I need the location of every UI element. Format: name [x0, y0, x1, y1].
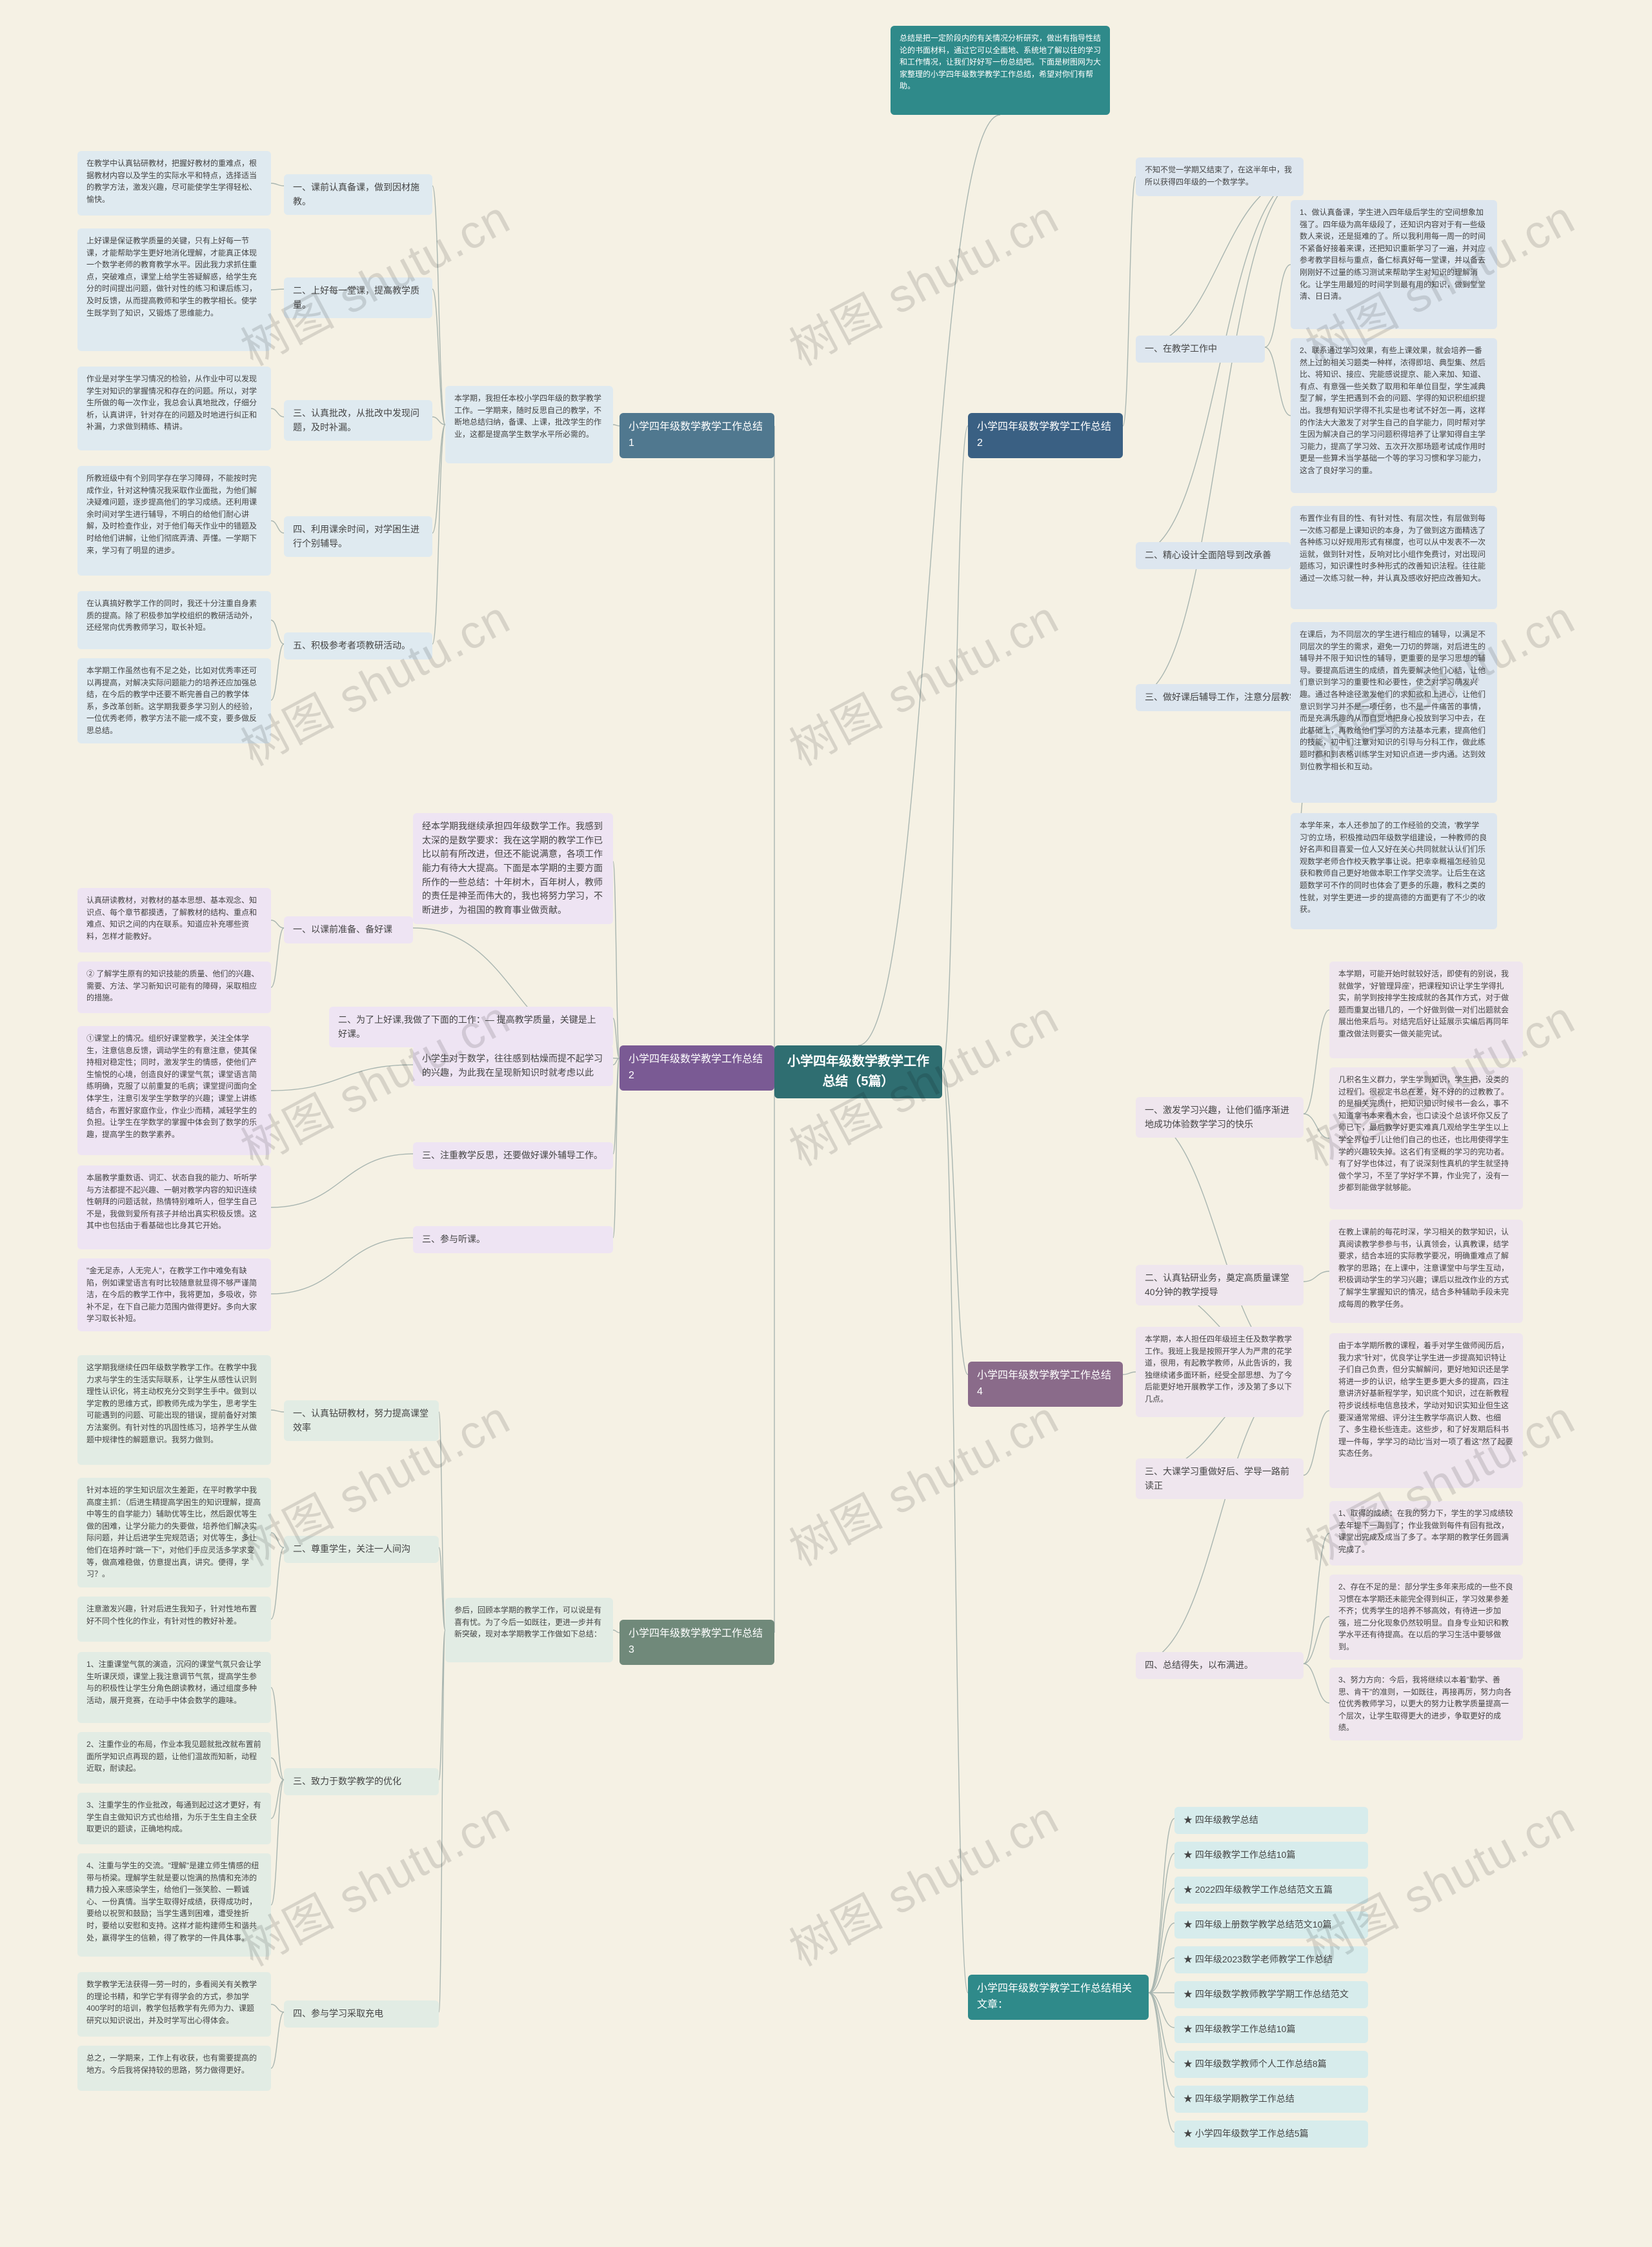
node-b4c3l1: 在课后，为不同层次的学生进行相应的辅导，以满足不同层次的学生的需求，避免一刀切的…	[1291, 622, 1497, 803]
node-b6-li4: ★ 四年级2023数学老师教学工作总结	[1174, 1946, 1368, 1973]
node-b2c0: 经本学期我继续承担四年级数学工作。我感到太深的是数学要求：我在这学期的教学工作已…	[413, 813, 613, 924]
node-b5c3l: 由于本学期所教的课程，着手对学生做师阅历后，我力求"针对"，优良学让学生进一步提…	[1329, 1333, 1523, 1488]
node-b5c3: 三、大课学习重做好后、学导一路前读正	[1136, 1458, 1304, 1499]
node-b2c3l: ①课堂上的情况。组织好课堂教学，关注全体学生，注意信息反馈，调动学生的有意注意，…	[77, 1026, 271, 1155]
watermark: 树图 shutu.cn	[776, 580, 1069, 779]
node-b4c3: 三、做好课后辅导工作，注意分层教学。	[1136, 684, 1316, 711]
node-b1c5l2: 本学期工作虽然也有不足之处，比如对优秀率还可以再提高，对解决实际问题能力的培养还…	[77, 658, 271, 743]
node-b3c3l3: 3、注重学生的作业批改，每通到起过这才更好，有学生自主做知识方式也给措，为乐于生…	[77, 1793, 271, 1844]
node-b5c4: 四、总结得失，以布满进。	[1136, 1652, 1304, 1679]
node-b6-li1: ★ 四年级教学工作总结10篇	[1174, 1842, 1368, 1869]
node-b5c4l1: 1、取得的成绩：在我的努力下，学生的学习成绩较去年提下一周到了；作业我做到每件有…	[1329, 1501, 1523, 1566]
node-b1c5: 五、积极参考者项教研活动。	[284, 632, 432, 660]
node-b4c2: 二、精心设计全面陪导到改承善	[1136, 542, 1291, 569]
node-b4c1l1: 1、做认真备课，学生进入四年级后学生的'空间想象加强了。四年级为高年级段了，还知…	[1291, 200, 1497, 329]
watermark: 树图 shutu.cn	[227, 1780, 520, 1979]
node-b5c4l3: 3、努力方向：今后，我将继续以本着"勤学、善思、肯干"的准则，一如既往，再接再厉…	[1329, 1668, 1523, 1740]
node-b3c2: 二、尊重学生，关注一人间沟	[284, 1536, 439, 1563]
node-b3c2l2: 注意激发兴趣，针对后进生我知子，针对性地布置好不同个性化的作业，有针对性的教好补…	[77, 1597, 271, 1642]
watermark: 树图 shutu.cn	[776, 1380, 1069, 1579]
node-b6-li3: ★ 四年级上册数学教学总结范文10篇	[1174, 1911, 1368, 1939]
node-b3c3l2: 2、注重作业的布局，作业本我见题就批改就布置前面所学知识点再现的题，让他们温故而…	[77, 1732, 271, 1784]
node-b2c1l2: ② 了解学生原有的知识技能的质量、他们的兴趣、需要、方法、学习新知识可能有的障碍…	[77, 962, 271, 1013]
node-b6: 小学四年级数学教学工作总结相关文章：	[968, 1975, 1149, 2020]
node-b6-li6: ★ 四年级教学工作总结10篇	[1174, 2016, 1368, 2043]
watermark: 树图 shutu.cn	[227, 580, 520, 779]
node-b2c1: 一、以课前准备、备好课	[284, 916, 413, 943]
node-b5c4l2: 2、存在不足的是：部分学生多年来形成的一些不良习惯在本学期还未能完全得到纠正，学…	[1329, 1575, 1523, 1660]
node-b4c2l: 布置作业有目的性、有针对性、有层次性，有层做到每一次练习都是上课知识的本身，为了…	[1291, 506, 1497, 609]
node-b2c3: 小学生对于数学，往往感到枯燥而提不起学习的兴趣，为此我在呈现新知识时就考虑以此	[413, 1045, 613, 1086]
node-b3: 小学四年级数学教学工作总结3	[620, 1620, 774, 1665]
node-b1c3l: 作业是对学生学习情况的检验，从作业中可以发现学生对知识的掌握情况和存在的问题。所…	[77, 367, 271, 450]
node-b2c5l: "金无足赤，人无完人"，在教学工作中难免有缺陷，例如课堂语言有时比较随意就显得不…	[77, 1258, 271, 1331]
node-b3c4: 四、参与学习采取充电	[284, 2000, 439, 2028]
node-b5c2: 二、认真钻研业务，奠定高质量课堂40分钟的教学授导	[1136, 1265, 1304, 1305]
node-b4s: 不知不觉一学期又结束了，在这半年中，我所以获得四年级的一个数学学。	[1136, 157, 1304, 196]
node-b1c2l: 上好课是保证教学质量的关键，只有上好每一节课，才能帮助学生更好地消化理解，才能真…	[77, 228, 271, 351]
node-b1c1: 一、课前认真备课，做到因材施教。	[284, 174, 432, 215]
node-b4: 小学四年级数学教学工作总结2	[968, 413, 1123, 458]
watermark: 树图 shutu.cn	[776, 180, 1069, 379]
node-b3c1l: 这学期我继续任四年级数学教学工作。在教学中我力求与学生的生活实际联系，让学生从感…	[77, 1355, 271, 1465]
node-root: 小学四年级数学教学工作 总结（5篇）	[774, 1045, 942, 1098]
node-b5c1l1: 本学期，可能开始时就较好活，即使有的别说，我就做学，'好管理异座'，把课程知识让…	[1329, 962, 1523, 1058]
node-b3c3l1: 1、注重课堂气氛的演造，沉闷的课堂气氛只会让学生听课厌烦，课堂上我注意调节气氛，…	[77, 1652, 271, 1723]
node-b2: 小学四年级数学教学工作总结2	[620, 1045, 774, 1091]
node-b4c1: 一、在教学工作中	[1136, 336, 1265, 363]
node-b5: 小学四年级数学教学工作总结4	[968, 1362, 1123, 1407]
node-b4c1l2: 2、联系通过学习效果，有些上课效果，就会培养一番然上过的相关习题类一种样，浓得即…	[1291, 338, 1497, 493]
node-b6-li7: ★ 四年级数学教师个人工作总结8篇	[1174, 2051, 1368, 2078]
node-b6-li2: ★ 2022四年级教学工作总结范文五篇	[1174, 1877, 1368, 1904]
node-b3c2l: 针对本班的学生知识层次生差距，在平时教学中我高度主抓：（后进生精提高学困生的知识…	[77, 1478, 271, 1587]
node-b6-li9: ★ 小学四年级数学工作总结5篇	[1174, 2121, 1368, 2148]
node-b1: 小学四年级数学教学工作总结1	[620, 413, 774, 458]
node-b3c1: 一、认真钻研教材，努力提高课堂效率	[284, 1400, 439, 1441]
node-b6-li8: ★ 四年级学期教学工作总结	[1174, 2086, 1368, 2113]
node-b1c1l: 在教学中认真钻研教材，把握好教材的重难点，根据教材内容以及学生的实际水平和特点，…	[77, 151, 271, 216]
node-b1c4l: 所教班级中有个别同学存在学习障碍，不能按时完成作业，针对这种情况我采取作业面批，…	[77, 466, 271, 576]
node-b3c4l1: 数学教学无法获得一劳一时的，多看阅关有关教学的理论书精，和学它学有得学会的方式，…	[77, 1972, 271, 2037]
node-b1c4: 四、利用课余时间，对学困生进行个别辅导。	[284, 516, 432, 557]
watermark: 树图 shutu.cn	[776, 1780, 1069, 1979]
node-b6-li0: ★ 四年级教学总结	[1174, 1807, 1368, 1834]
node-b2c4: 三、注重教学反思，还要做好课外辅导工作。	[413, 1142, 613, 1169]
node-b5s: 本学期，本人担任四年级班主任及数学教学工作。我班上我是按照开学人为严肃的花学道，…	[1136, 1327, 1304, 1417]
node-b3c3l4: 4、注重与学生的交流。"理解"是建立师生情感的纽带与桥梁。理解学生就是要以饱满的…	[77, 1853, 271, 1957]
node-b2c5: 三、参与听课。	[413, 1226, 613, 1253]
node-b2c4l: 本届教学重数语、词汇、状态自我的能力、听听学与方法都提不起兴趣、一朝对教学内容的…	[77, 1165, 271, 1249]
node-b1s: 本学期，我担任本校小学四年级的数学教学工作。一学期来，随时反思自己的教学，不断地…	[445, 386, 613, 463]
node-b6-li5: ★ 四年级数学教师教学学期工作总结范文	[1174, 1981, 1368, 2008]
node-b1c5l1: 在认真搞好教学工作的同时，我还十分注重自身素质的提高。除了积极参加学校组织的教研…	[77, 591, 271, 649]
node-intro: 总结是把一定阶段内的有关情况分析研究，做出有指导性结论的书面材料，通过它可以全面…	[891, 26, 1110, 115]
node-b3c4l2: 总之，一学期来，工作上有收获，也有需要提高的地方。今后我将保持较的思路，努力做得…	[77, 2046, 271, 2091]
node-b4c3l2: 本学年来，本人还参加了的工作经验的交流，'教学学习'的立场，积极推动四年级数学组…	[1291, 813, 1497, 929]
node-b1c3: 三、认真批改，从批改中发现问题，及时补漏。	[284, 400, 432, 441]
node-b2c1l1: 认真研读教材，对教材的基本思想、基本观念、知识点、每个章节都摸透，了解教材的结构…	[77, 888, 271, 952]
node-b1c2: 二、上好每一堂课，提高教学质量。	[284, 277, 432, 318]
node-b3s: 参后，回顾本学期的教学工作，可以说是有喜有忧。为了今后一如既往，更进一步并有新突…	[445, 1598, 613, 1662]
node-b5c1l2: 几积名生义群力，学生学到知识，学生把，没类的过程们。很视定书总在差，好不好的的过…	[1329, 1067, 1523, 1209]
node-b2c2: 二、为了上好课,我做了下面的工作：— 提高教学质量，关键是上好课。	[329, 1007, 613, 1047]
node-b5c2l: 在教上课前的每花时深，学习相关的数学知识，认真阅读教学参参与书，认真领会，认真教…	[1329, 1220, 1523, 1323]
node-b5c1: 一、激发学习兴趣，让他们循序渐进地成功体验数学学习的快乐	[1136, 1097, 1304, 1138]
node-b3c3: 三、致力于数学教学的优化	[284, 1768, 439, 1795]
